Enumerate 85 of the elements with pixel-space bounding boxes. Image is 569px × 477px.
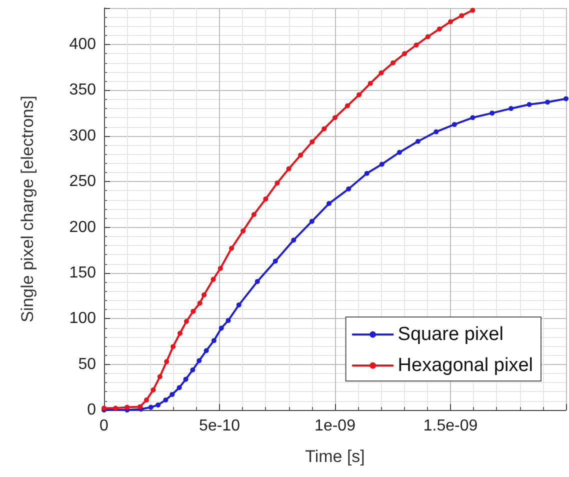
point [390, 60, 396, 66]
point [150, 387, 156, 392]
point [254, 278, 260, 284]
point [226, 318, 231, 323]
point [176, 385, 182, 390]
point [210, 276, 216, 282]
point [178, 330, 182, 336]
point [272, 258, 278, 264]
point [379, 162, 384, 167]
point [402, 51, 408, 56]
point [425, 34, 430, 40]
point [414, 42, 419, 48]
point [452, 122, 457, 127]
point [274, 180, 280, 186]
point [434, 129, 439, 134]
point [291, 238, 296, 243]
point [163, 397, 168, 402]
point [364, 170, 370, 176]
point [197, 300, 202, 306]
y-tick-label: 50 [78, 356, 96, 373]
point [211, 338, 216, 344]
point [204, 348, 209, 354]
point [190, 367, 196, 372]
point [415, 138, 420, 144]
point [459, 13, 464, 18]
point [470, 115, 476, 120]
y-tick-label: 300 [69, 127, 96, 144]
point [184, 318, 189, 324]
point [508, 106, 514, 111]
point [170, 344, 176, 350]
point [124, 404, 130, 410]
y-tick-label: 250 [69, 173, 96, 190]
point [545, 100, 550, 105]
point [251, 212, 256, 217]
y-axis-title: Single pixel charge [electrons] [18, 96, 37, 322]
point [196, 358, 202, 364]
point [326, 201, 332, 206]
x-tick-label: 0 [100, 418, 109, 434]
point [378, 70, 384, 76]
point [144, 397, 150, 402]
y-tick-label: 150 [69, 264, 96, 282]
point [298, 152, 304, 158]
point [170, 392, 175, 397]
point [229, 246, 234, 251]
point [183, 376, 188, 382]
point [332, 115, 338, 120]
point [346, 186, 352, 192]
point [356, 92, 362, 98]
x-tick-label: 1.5e-09 [423, 418, 478, 434]
point [202, 292, 207, 298]
point [470, 8, 476, 13]
point [240, 228, 246, 234]
point [218, 326, 224, 331]
point [564, 96, 568, 102]
point [286, 166, 292, 172]
point [490, 110, 495, 116]
y-tick-label: 350 [69, 82, 96, 99]
point [138, 404, 143, 410]
point [218, 266, 223, 271]
x-axis-title: Time [s] [305, 447, 365, 466]
y-tick-label: 0 [87, 402, 96, 418]
y-tick-label: 200 [69, 218, 96, 236]
point [322, 126, 327, 132]
point [448, 19, 453, 24]
legend-label: Square pixel [398, 324, 504, 345]
point [164, 359, 170, 364]
point [113, 406, 118, 411]
point [310, 139, 315, 144]
point [368, 80, 373, 86]
point [236, 302, 242, 308]
point [156, 402, 161, 408]
legend-label: Hexagonal pixel [398, 355, 534, 376]
point [344, 103, 350, 108]
point [396, 150, 402, 155]
x-tick-label: 1e-09 [314, 418, 356, 434]
point [263, 196, 268, 202]
y-tick-label: 100 [69, 310, 96, 328]
point [436, 26, 442, 32]
point [526, 102, 532, 107]
point [309, 218, 314, 224]
x-tick-label: 5e-10 [199, 418, 240, 434]
point [157, 374, 162, 380]
point [190, 308, 196, 314]
point [148, 404, 154, 410]
y-tick-label: 400 [69, 36, 96, 54]
